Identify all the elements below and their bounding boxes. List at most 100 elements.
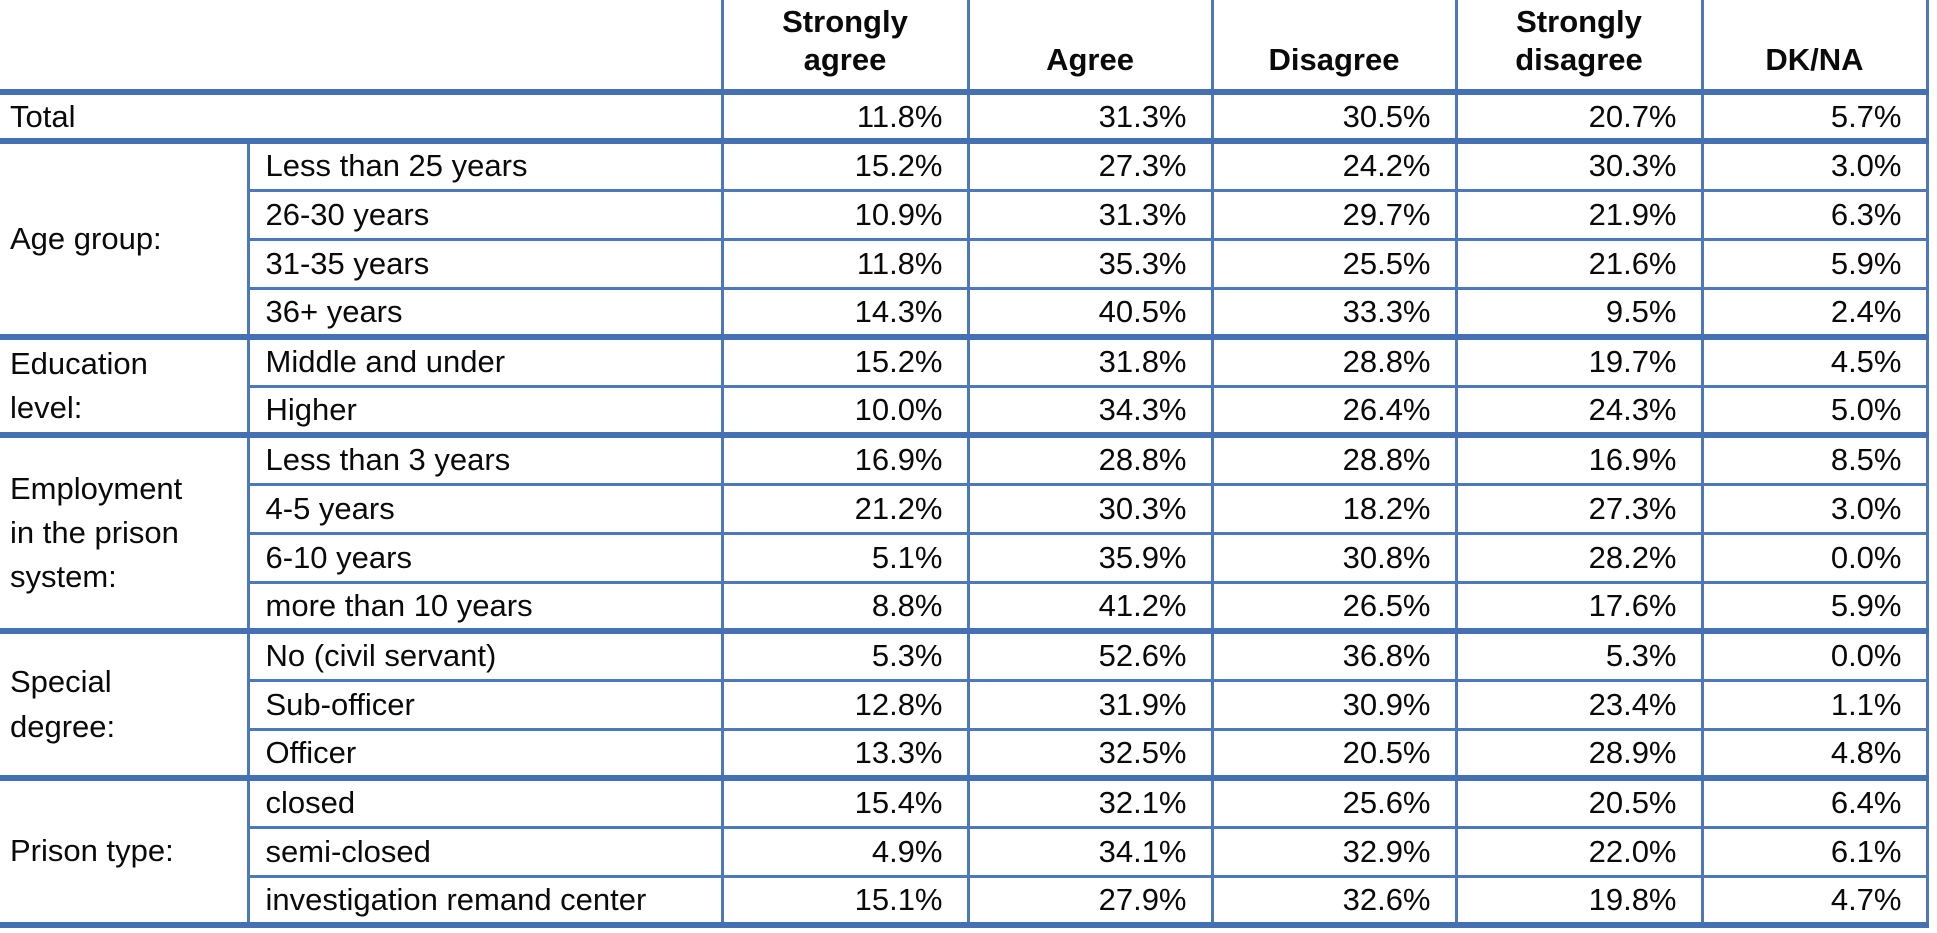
value-cell: 28.8% bbox=[966, 432, 1212, 484]
value-cell: 20.7% bbox=[1454, 89, 1702, 141]
table-row: Officer 13.3% 32.5% 20.5% 28.9% 4.8% bbox=[0, 727, 1929, 778]
value-cell: 33.3% bbox=[1210, 286, 1456, 337]
value-cell: 5.9% bbox=[1700, 237, 1929, 288]
table-row: 4-5 years 21.2% 30.3% 18.2% 27.3% 3.0% bbox=[0, 482, 1929, 533]
row-label: semi-closed bbox=[246, 825, 722, 876]
value-cell: 32.6% bbox=[1210, 874, 1456, 925]
value-cell: 29.7% bbox=[1210, 188, 1456, 239]
value-cell: 20.5% bbox=[1454, 775, 1702, 827]
row-label: closed bbox=[246, 775, 722, 827]
group-label-age: Age group: bbox=[0, 138, 248, 337]
value-cell: 28.9% bbox=[1454, 727, 1702, 778]
column-header-strongly-agree: Strongly agree bbox=[720, 0, 968, 92]
value-cell: 3.0% bbox=[1700, 138, 1929, 190]
row-label: Higher bbox=[246, 384, 722, 435]
value-cell: 13.3% bbox=[720, 727, 968, 778]
value-cell: 15.4% bbox=[720, 775, 968, 827]
value-cell: 31.3% bbox=[966, 89, 1212, 141]
group-label-prison-type: Prison type: bbox=[0, 775, 248, 925]
row-label: Less than 3 years bbox=[246, 432, 722, 484]
value-cell: 34.3% bbox=[966, 384, 1212, 435]
column-header-dkna: DK/NA bbox=[1700, 0, 1929, 92]
value-cell: 24.2% bbox=[1210, 138, 1456, 190]
value-cell: 6.1% bbox=[1700, 825, 1929, 876]
value-cell: 11.8% bbox=[720, 237, 968, 288]
table-row: 36+ years 14.3% 40.5% 33.3% 9.5% 2.4% bbox=[0, 286, 1929, 337]
table-row: Higher 10.0% 34.3% 26.4% 24.3% 5.0% bbox=[0, 384, 1929, 435]
value-cell: 23.4% bbox=[1454, 678, 1702, 729]
value-cell: 11.8% bbox=[720, 89, 968, 141]
column-header-agree: Agree bbox=[966, 0, 1212, 92]
group-label-special-degree: Special degree: bbox=[0, 628, 248, 778]
value-cell: 31.8% bbox=[966, 334, 1212, 386]
table-row: Sub-officer 12.8% 31.9% 30.9% 23.4% 1.1% bbox=[0, 678, 1929, 729]
value-cell: 35.9% bbox=[966, 531, 1212, 582]
row-label: investigation remand center bbox=[246, 874, 722, 925]
value-cell: 0.0% bbox=[1700, 628, 1929, 680]
value-cell: 26.5% bbox=[1210, 580, 1456, 631]
value-cell: 14.3% bbox=[720, 286, 968, 337]
value-cell: 5.9% bbox=[1700, 580, 1929, 631]
value-cell: 31.9% bbox=[966, 678, 1212, 729]
value-cell: 34.1% bbox=[966, 825, 1212, 876]
table-row: Special degree: No (civil servant) 5.3% … bbox=[0, 628, 1929, 778]
value-cell: 28.2% bbox=[1454, 531, 1702, 582]
value-cell: 22.0% bbox=[1454, 825, 1702, 876]
value-cell: 21.9% bbox=[1454, 188, 1702, 239]
value-cell: 10.0% bbox=[720, 384, 968, 435]
value-cell: 27.3% bbox=[1454, 482, 1702, 533]
table-row: more than 10 years 8.8% 41.2% 26.5% 17.6… bbox=[0, 580, 1929, 631]
value-cell: 26.4% bbox=[1210, 384, 1456, 435]
table-row: Age group: Less than 25 years 15.2% 27.3… bbox=[0, 138, 1929, 337]
value-cell: 5.3% bbox=[720, 628, 968, 680]
table-row: 6-10 years 5.1% 35.9% 30.8% 28.2% 0.0% bbox=[0, 531, 1929, 582]
value-cell: 31.3% bbox=[966, 188, 1212, 239]
group-label-education: Education level: bbox=[0, 334, 248, 435]
value-cell: 4.8% bbox=[1700, 727, 1929, 778]
value-cell: 35.3% bbox=[966, 237, 1212, 288]
value-cell: 6.4% bbox=[1700, 775, 1929, 827]
value-cell: 19.7% bbox=[1454, 334, 1702, 386]
value-cell: 15.1% bbox=[720, 874, 968, 925]
group-label-employment: Employment in the prison system: bbox=[0, 432, 248, 631]
value-cell: 8.8% bbox=[720, 580, 968, 631]
value-cell: 15.2% bbox=[720, 334, 968, 386]
value-cell: 20.5% bbox=[1210, 727, 1456, 778]
value-cell: 30.3% bbox=[966, 482, 1212, 533]
value-cell: 6.3% bbox=[1700, 188, 1929, 239]
value-cell: 36.8% bbox=[1210, 628, 1456, 680]
value-cell: 15.2% bbox=[720, 138, 968, 190]
row-label: Officer bbox=[246, 727, 722, 778]
value-cell: 32.5% bbox=[966, 727, 1212, 778]
table-row: Education level: Middle and under 15.2% … bbox=[0, 334, 1929, 435]
value-cell: 3.0% bbox=[1700, 482, 1929, 533]
row-label: Less than 25 years bbox=[246, 138, 722, 190]
value-cell: 8.5% bbox=[1700, 432, 1929, 484]
value-cell: 32.1% bbox=[966, 775, 1212, 827]
value-cell: 4.7% bbox=[1700, 874, 1929, 925]
value-cell: 40.5% bbox=[966, 286, 1212, 337]
value-cell: 5.0% bbox=[1700, 384, 1929, 435]
table-row: investigation remand center 15.1% 27.9% … bbox=[0, 874, 1929, 925]
value-cell: 19.8% bbox=[1454, 874, 1702, 925]
value-cell: 25.5% bbox=[1210, 237, 1456, 288]
value-cell: 21.2% bbox=[720, 482, 968, 533]
row-label: Sub-officer bbox=[246, 678, 722, 729]
table-row: Employment in the prison system: Less th… bbox=[0, 432, 1929, 631]
value-cell: 4.9% bbox=[720, 825, 968, 876]
value-cell: 12.8% bbox=[720, 678, 968, 729]
value-cell: 5.3% bbox=[1454, 628, 1702, 680]
value-cell: 0.0% bbox=[1700, 531, 1929, 582]
row-label: more than 10 years bbox=[246, 580, 722, 631]
value-cell: 16.9% bbox=[1454, 432, 1702, 484]
value-cell: 24.3% bbox=[1454, 384, 1702, 435]
row-label: 6-10 years bbox=[246, 531, 722, 582]
value-cell: 5.7% bbox=[1700, 89, 1929, 141]
value-cell: 18.2% bbox=[1210, 482, 1456, 533]
value-cell: 52.6% bbox=[966, 628, 1212, 680]
total-row: Total 11.8% 31.3% 30.5% 20.7% 5.7% bbox=[0, 89, 1929, 141]
value-cell: 1.1% bbox=[1700, 678, 1929, 729]
table-row: 26-30 years 10.9% 31.3% 29.7% 21.9% 6.3% bbox=[0, 188, 1929, 239]
header-row: Strongly agree Agree Disagree Strongly d… bbox=[0, 0, 1929, 92]
